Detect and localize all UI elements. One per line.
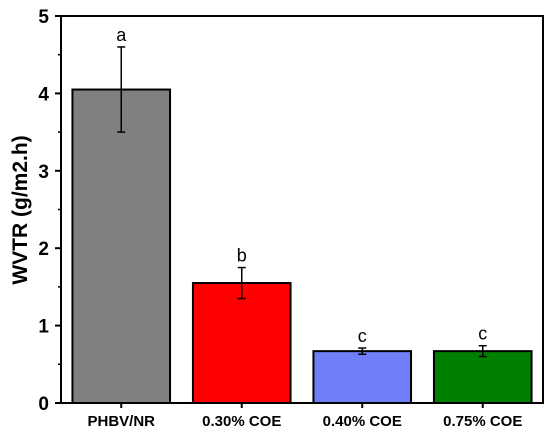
bar-3 (312, 350, 413, 404)
significance-label-4: c (478, 324, 487, 344)
significance-labels: a b c c (116, 25, 487, 346)
y-axis-ticks: 0 1 2 3 4 5 (38, 7, 61, 415)
error-bars-layer (117, 46, 487, 358)
x-axis-ticks: PHBV/NR 0.30% COE 0.40% COE 0.75% COE (87, 403, 522, 430)
bars-layer (71, 88, 533, 404)
y-tick-label-1: 1 (38, 317, 49, 338)
bar-1 (71, 88, 172, 404)
error-bar-2 (237, 266, 246, 300)
error-bar-4 (478, 344, 487, 358)
y-tick-label-5: 5 (38, 7, 49, 28)
x-tick-label-4: 0.75% COE (443, 413, 522, 430)
significance-label-1: a (116, 25, 127, 45)
y-tick-label-0: 0 (38, 394, 49, 415)
x-tick-label-2: 0.30% COE (202, 413, 281, 430)
y-tick-label-2: 2 (38, 239, 49, 260)
significance-label-2: b (237, 246, 247, 266)
bar-2 (191, 282, 292, 404)
y-axis-label: WVTR (g/m2.h) (9, 135, 32, 284)
bar-4 (432, 350, 533, 404)
y-tick-label-4: 4 (38, 84, 49, 105)
x-tick-label-1: PHBV/NR (87, 413, 155, 430)
x-tick-label-3: 0.40% COE (323, 413, 402, 430)
significance-label-3: c (358, 326, 367, 346)
error-bar-1 (117, 46, 126, 133)
y-tick-label-3: 3 (38, 162, 49, 183)
error-bar-3 (358, 347, 367, 355)
